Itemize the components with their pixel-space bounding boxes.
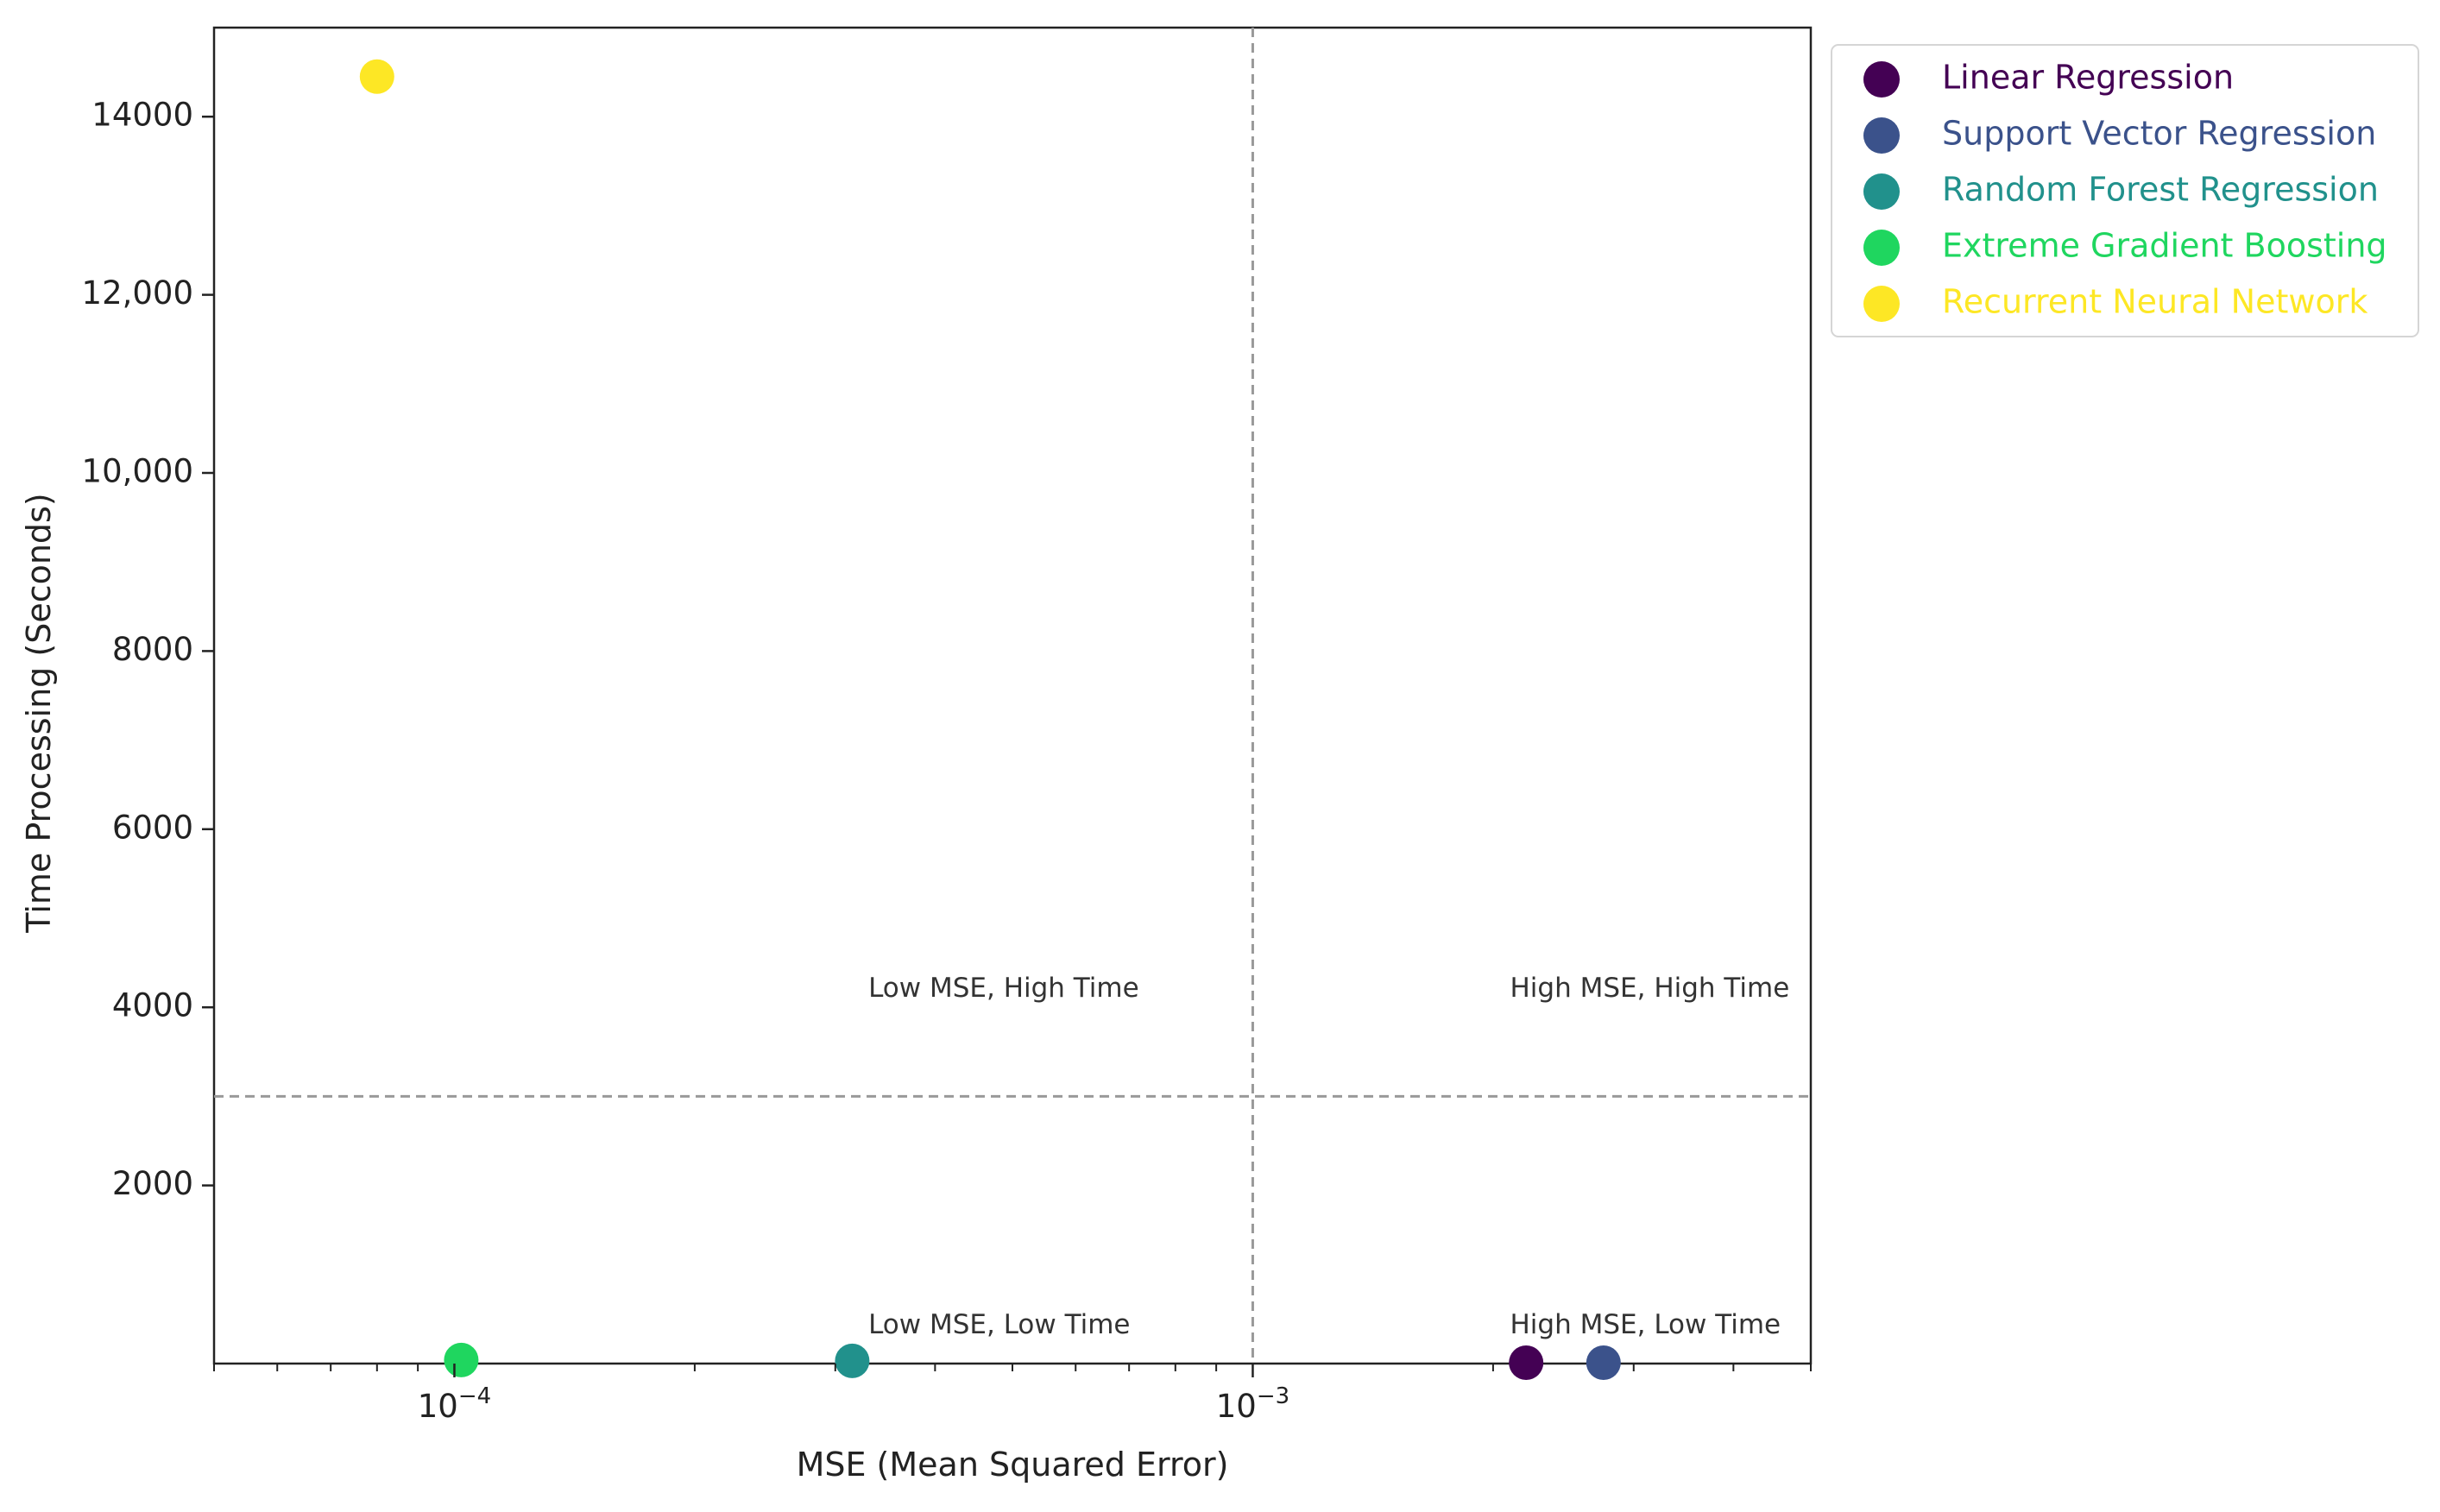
legend-label: Recurrent Neural Network [1942, 283, 2367, 321]
x-tick-label: 10−4 [418, 1383, 491, 1425]
quadrant-annotation: Low MSE, Low Time [868, 1309, 1130, 1340]
quadrant-annotation: High MSE, High Time [1510, 973, 1790, 1004]
legend-marker [1863, 230, 1900, 266]
y-tick-label: 4000 [112, 987, 193, 1024]
legend-marker [1863, 286, 1900, 322]
legend-label: Linear Regression [1942, 59, 2234, 97]
x-tick-label: 10−3 [1216, 1383, 1289, 1425]
x-axis-label: MSE (Mean Squared Error) [797, 1446, 1229, 1484]
y-tick-label: 10,000 [82, 453, 193, 490]
y-tick-label: 6000 [112, 809, 193, 846]
data-point [444, 1342, 479, 1377]
y-tick-label: 2000 [112, 1165, 193, 1202]
y-tick-label: 8000 [112, 631, 193, 668]
legend-marker [1863, 61, 1900, 98]
data-point [1509, 1345, 1544, 1380]
y-tick-label: 14000 [91, 97, 193, 134]
plot-area-frame [212, 26, 1813, 1365]
legend-marker [1863, 117, 1900, 154]
y-axis-label: Time Processing (Seconds) [20, 493, 58, 933]
y-tick-label: 12,000 [82, 274, 193, 312]
data-point [359, 59, 394, 94]
data-point [835, 1343, 870, 1378]
quadrant-annotation: High MSE, Low Time [1510, 1309, 1781, 1340]
legend-box [1831, 44, 2419, 337]
data-point [1586, 1345, 1621, 1380]
legend-label: Extreme Gradient Boosting [1942, 227, 2387, 265]
legend-marker [1863, 173, 1900, 210]
legend-label: Random Forest Regression [1942, 171, 2379, 209]
legend-label: Support Vector Regression [1942, 115, 2376, 153]
quadrant-annotation: Low MSE, High Time [868, 973, 1139, 1004]
